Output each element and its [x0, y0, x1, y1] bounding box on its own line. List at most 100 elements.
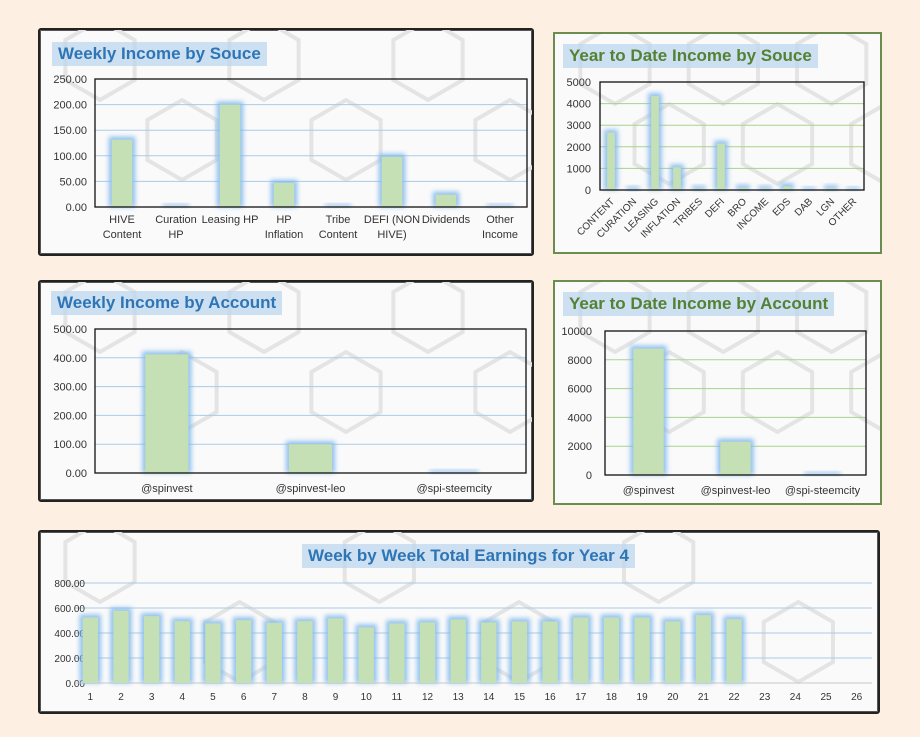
bar [651, 96, 659, 190]
y-tick-label: 200.00 [53, 410, 87, 422]
x-category-label: 1 [88, 692, 94, 703]
x-category-label: @spinvest [141, 483, 193, 495]
x-category-label: 26 [851, 692, 863, 703]
bar [235, 620, 252, 683]
x-category-label: 16 [545, 692, 557, 703]
x-category-label: EDS [771, 196, 794, 219]
label-line: HP [168, 229, 183, 241]
x-category-label: @spinvest-leo [276, 483, 346, 495]
bar-glow [692, 185, 706, 190]
bar [726, 619, 742, 683]
label-line: Other [486, 214, 514, 226]
bar [450, 619, 466, 683]
y-tick-label: 4000 [567, 99, 591, 111]
label-line: HIVE [109, 214, 135, 226]
label-line: Income [482, 229, 518, 241]
bar-glow [736, 184, 750, 190]
y-tick-label: 1000 [567, 163, 591, 175]
label-line: Content [103, 229, 142, 241]
bar [419, 622, 436, 683]
y-tick-label: 500.00 [53, 324, 87, 336]
label-line: Curation [155, 214, 197, 226]
bar-glow [802, 187, 816, 190]
y-tick-label: 50.00 [59, 176, 87, 188]
bar [673, 167, 681, 190]
x-category-label: @spinvest-leo [701, 485, 771, 497]
x-category-label: 13 [453, 692, 465, 703]
bar [665, 621, 681, 683]
x-category-label: 4 [180, 692, 186, 703]
bar [607, 132, 615, 190]
bar [435, 194, 457, 207]
background-hexagon [391, 282, 465, 355]
bar [143, 616, 160, 683]
bar-glow [429, 470, 479, 473]
label-line: HIVE) [377, 229, 406, 241]
x-category-label: 17 [575, 692, 587, 703]
background-hexagon [342, 532, 416, 605]
chart-title: Week by Week Total Earnings for Year 4 [302, 544, 635, 568]
bar [389, 623, 405, 683]
chart-panel-ytd-account: 0 2000 4000 6000 8000 10000 @spinvest @spinvest… [553, 280, 882, 505]
background-hexagon [391, 30, 465, 103]
x-category-label: DAB [793, 196, 816, 219]
bar [273, 182, 295, 207]
x-category-label: 19 [637, 692, 649, 703]
bar [82, 617, 98, 683]
background-hexagon [740, 349, 815, 435]
chart-title: Year to Date Income by Account [563, 292, 835, 316]
x-category-label: 3 [149, 692, 155, 703]
x-category-label: DEFI (NON HIVE) [364, 214, 420, 241]
bar [174, 621, 190, 683]
bar [113, 610, 129, 683]
x-category-label: 6 [241, 692, 247, 703]
y-tick-label: 400.00 [54, 629, 85, 640]
background-hexagon [473, 349, 532, 435]
ytd-income-by-account-chart: 0 2000 4000 6000 8000 10000 @spinvest @spinvest… [561, 282, 880, 497]
chart-title: Year to Date Income by Souce [563, 44, 818, 68]
x-category-label: @spi-steemcity [416, 483, 492, 495]
bar [205, 623, 221, 683]
x-category-label: 8 [302, 692, 308, 703]
background-hexagon [227, 30, 301, 103]
x-category-label: Curation HP [155, 214, 197, 241]
bar-glow [824, 185, 838, 190]
background-hexagon [849, 105, 880, 183]
x-category-label: 22 [728, 692, 740, 703]
bar-glow [626, 186, 640, 190]
x-category-label: Tribe Content [319, 214, 358, 241]
y-tick-label: 2000 [567, 142, 591, 154]
chart-title: Weekly Income by Account [51, 291, 283, 315]
x-category-label: HIVE Content [103, 214, 142, 241]
y-tick-label: 200.00 [53, 100, 87, 112]
label-line: Dividends [422, 214, 471, 226]
chart-title: Weekly Income by Souce [52, 42, 267, 66]
label-line: Inflation [265, 229, 304, 241]
y-tick-label: 100.00 [53, 439, 87, 451]
label-line: Leasing HP [202, 214, 259, 226]
chart-panel-weekly-source: 0.00 50.00 100.00 150.00 200.00 250.00 HIVE Con… [38, 28, 534, 256]
x-category-label: 2 [118, 692, 124, 703]
bar [633, 348, 664, 475]
bar [288, 444, 333, 473]
bar [266, 622, 282, 683]
bar [327, 618, 344, 683]
bar-glow [324, 204, 352, 207]
y-tick-label: 250.00 [53, 74, 87, 86]
y-tick-label: 3000 [567, 120, 591, 132]
background-hexagon [309, 349, 383, 435]
x-category-label: 15 [514, 692, 526, 703]
background-hexagon [632, 101, 706, 187]
y-tick-label: 10000 [561, 326, 592, 338]
x-category-label: 21 [698, 692, 710, 703]
bar [634, 617, 650, 683]
x-category-label: 24 [790, 692, 802, 703]
x-category-label: 9 [333, 692, 339, 703]
bar-glow [846, 187, 860, 190]
y-tick-label: 0.00 [66, 202, 87, 214]
x-category-label: 12 [422, 692, 434, 703]
bar-glow [162, 204, 190, 207]
bar-glow [804, 472, 841, 475]
chart-panel-ytd-source: 0 1000 2000 3000 4000 5000 CONTENT CURATION LEAS… [553, 32, 882, 254]
